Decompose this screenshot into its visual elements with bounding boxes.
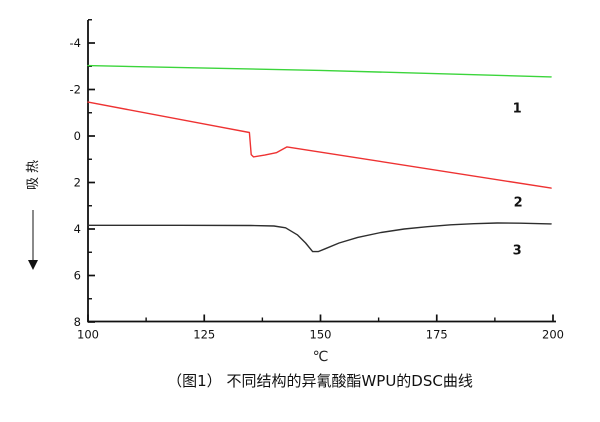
axes — [87, 20, 556, 323]
endotherm-down-arrow-icon — [28, 260, 38, 270]
y-tick-label: -2 — [70, 83, 81, 97]
curve-label-2: 2 — [514, 196, 523, 211]
y-tick-label: 2 — [74, 176, 81, 190]
x-tick-label: 200 — [542, 328, 564, 342]
x-axis-title: ℃ — [312, 349, 329, 365]
figure-caption: （图1） 不同结构的异氰酸酯WPU的DSC曲线 — [167, 372, 473, 390]
y-tick-label: 0 — [74, 129, 81, 143]
curve-3 — [87, 222, 552, 253]
x-tick-label: 100 — [77, 328, 99, 342]
curve-1 — [87, 64, 552, 78]
curve-2 — [87, 101, 552, 189]
y-tick-label: 4 — [74, 222, 81, 236]
x-tick-label: 125 — [193, 328, 215, 342]
y-tick-label: 6 — [74, 269, 81, 283]
x-tick-label: 175 — [426, 328, 448, 342]
y-tick-label: 8 — [74, 315, 81, 329]
curve-label-1: 1 — [513, 102, 522, 117]
y-tick-label: -4 — [70, 36, 81, 50]
x-tick-label: 150 — [310, 328, 332, 342]
curve-label-3: 3 — [513, 243, 522, 258]
y-axis-title: 吸热 — [26, 156, 41, 191]
endotherm-down-arrow-shaft — [32, 210, 34, 262]
